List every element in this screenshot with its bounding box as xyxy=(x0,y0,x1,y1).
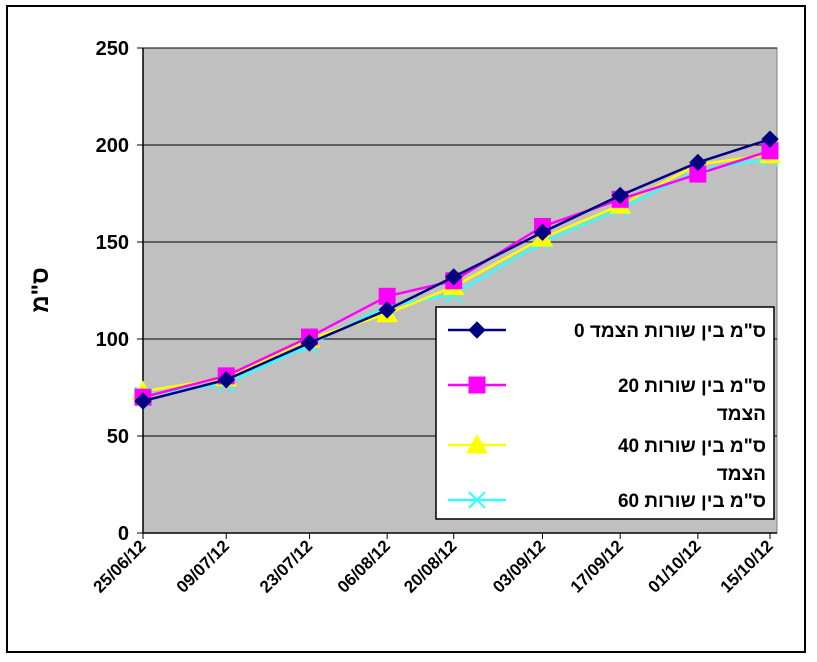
legend-label: ס"מ בין שורות 60 xyxy=(618,491,766,512)
data-point xyxy=(611,186,629,205)
y-axis-label: ס"מ xyxy=(27,267,54,313)
x-tick-label: 15/10/12 xyxy=(717,536,777,596)
legend-marker xyxy=(466,433,488,454)
x-tick-label: 17/09/12 xyxy=(567,536,627,596)
data-point xyxy=(689,153,707,172)
data-point xyxy=(533,223,552,242)
x-tick-label: 23/07/12 xyxy=(256,536,316,596)
legend-entry: ס"מ בין שורות 40 הצמד xyxy=(448,433,766,485)
legend-marker xyxy=(468,321,486,339)
legend-entry: ס"מ בין שורות 20 הצמד xyxy=(448,376,766,425)
data-point xyxy=(378,301,396,319)
data-point xyxy=(134,392,152,410)
y-tick-label: 100 xyxy=(96,329,129,351)
legend-label: הצמד xyxy=(717,464,766,485)
series-0 xyxy=(134,130,779,410)
data-point xyxy=(761,130,779,148)
x-tick-label: 09/07/12 xyxy=(173,536,233,596)
y-tick-label: 200 xyxy=(96,135,129,157)
legend: ס"מ בין שורות הצמד 0 ס"מ בין שורות 20 הצמד… xyxy=(435,306,775,520)
y-tick-label: 250 xyxy=(96,38,129,60)
legend-marker xyxy=(468,491,486,509)
legend-label: ס"מ בין שורות הצמד 0 xyxy=(574,321,766,342)
series-layer xyxy=(132,130,781,410)
y-tick-label: 50 xyxy=(107,426,129,448)
data-point xyxy=(300,334,319,352)
data-point xyxy=(217,371,235,389)
legend-box xyxy=(435,306,775,520)
legend-label: ס"מ בין שורות 20 xyxy=(618,376,766,397)
legend-entry: ס"מ בין שורות 60 xyxy=(448,491,766,512)
data-point xyxy=(445,268,463,286)
x-marker-stroke xyxy=(468,491,486,509)
x-tick-label: 25/06/12 xyxy=(90,536,150,596)
y-tick-label: 0 xyxy=(118,523,129,545)
x-tick-label: 01/10/12 xyxy=(644,536,704,596)
x-tick-label: 03/09/12 xyxy=(489,536,549,596)
legend-label: הצמד xyxy=(717,404,766,425)
legend-entry: ס"מ בין שורות הצמד 0 xyxy=(448,321,766,342)
x-tick-label: 20/08/12 xyxy=(400,536,460,596)
y-tick-label: 150 xyxy=(96,232,129,254)
x-tick-label: 06/08/12 xyxy=(334,536,394,596)
legend-marker xyxy=(468,376,486,394)
legend-label: ס"מ בין שורות 40 xyxy=(618,436,766,457)
